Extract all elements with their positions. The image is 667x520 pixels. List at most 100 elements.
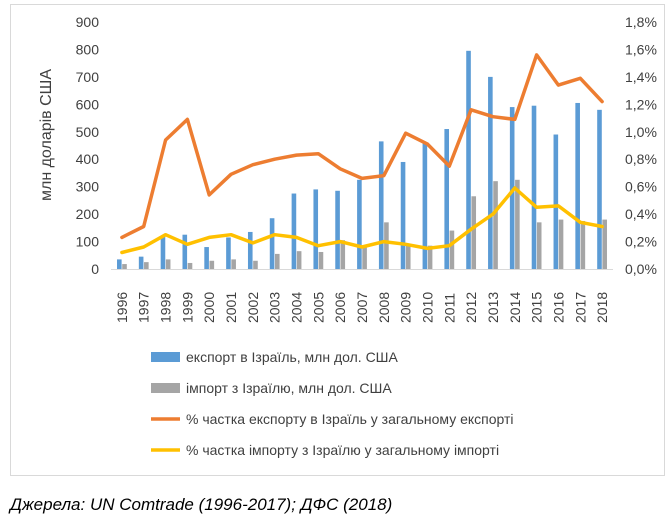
y2-tick-label: 1,0% — [625, 124, 657, 140]
export-bar — [182, 234, 188, 269]
legend-swatch — [151, 352, 180, 362]
y-tick-label: 800 — [76, 41, 100, 57]
x-tick-label: 2000 — [201, 292, 217, 323]
import-bar — [471, 196, 477, 269]
x-tick-label: 1999 — [179, 292, 195, 323]
export-bar — [117, 259, 122, 269]
x-tick-label: 2003 — [267, 292, 283, 323]
import-bar — [122, 264, 127, 269]
x-tick-label: 2017 — [572, 292, 588, 323]
import-bar — [340, 240, 346, 269]
y-axis-title: млн доларів США — [38, 69, 55, 201]
export-bar — [378, 141, 384, 269]
x-tick-label: 2015 — [529, 292, 545, 323]
y-tick-label: 400 — [76, 151, 100, 167]
import-bar — [165, 259, 171, 269]
y-tick-label: 200 — [76, 206, 100, 222]
import-bar — [144, 262, 149, 269]
export-bar — [226, 237, 231, 269]
import-share-line — [120, 186, 604, 255]
x-tick-label: 2016 — [550, 292, 566, 323]
x-tick-label: 2014 — [507, 292, 523, 323]
chart-svg: 0 100 200 300 400 500 600 700 800 900 0,0% 0,2% 0,4%… — [38, 14, 657, 458]
x-tick-label: 1996 — [114, 292, 130, 323]
export-bar — [553, 134, 559, 269]
import-bar — [274, 253, 280, 269]
import-bar — [449, 230, 455, 269]
y2-tick-label: 0,0% — [625, 261, 657, 277]
export-bars-group — [117, 50, 602, 269]
x-tick-label: 2004 — [289, 292, 305, 323]
x-tick-label: 2010 — [419, 292, 435, 323]
y-tick-label: 600 — [76, 96, 100, 112]
import-bar — [580, 220, 586, 269]
y-tick-label: 0 — [91, 261, 99, 277]
x-tick-label: 2001 — [223, 292, 239, 323]
import-bar — [515, 179, 520, 269]
x-tick-label: 2013 — [485, 292, 501, 323]
import-bar — [318, 251, 324, 269]
export-bar — [400, 161, 406, 269]
y-tick-label: 300 — [76, 179, 100, 195]
x-tick-label: 2005 — [310, 292, 326, 323]
export-bar — [422, 142, 428, 269]
x-tick-label: 2018 — [594, 292, 610, 323]
import-bar — [536, 222, 542, 269]
import-bar — [384, 222, 389, 269]
x-tick-label: 2007 — [354, 292, 370, 323]
y-tick-label: 900 — [76, 14, 100, 30]
legend-label: % частка імпорту з Ізраїлю у загальному … — [186, 442, 499, 458]
export-bar — [488, 76, 493, 269]
legend-swatch — [151, 383, 180, 393]
export-bar — [291, 193, 297, 269]
legend: експорт в Ізраїль, млн дол. США імпорт з … — [151, 349, 514, 458]
source-note: Джерела: UN Comtrade (1996-2017); ДФС (2… — [10, 495, 393, 514]
export-bar — [466, 50, 471, 269]
x-tick-label: 1997 — [136, 292, 152, 323]
lines-group — [120, 53, 604, 255]
y2-tick-label: 1,2% — [625, 96, 657, 112]
y-tick-label: 100 — [76, 234, 100, 250]
y2-tick-label: 0,4% — [625, 206, 657, 222]
y2-tick-label: 1,4% — [625, 69, 657, 85]
export-bar — [335, 190, 340, 269]
import-bar — [296, 251, 302, 269]
x-tick-label: 2009 — [398, 292, 414, 323]
export-bar — [575, 102, 580, 269]
export-bar — [313, 189, 319, 269]
import-bar — [231, 259, 236, 269]
export-bar — [138, 256, 144, 269]
y2-tick-label: 1,8% — [625, 14, 657, 30]
export-bar — [509, 107, 515, 269]
export-bar — [160, 236, 166, 269]
x-tick-label: 2008 — [376, 292, 392, 323]
import-bars-group — [122, 179, 607, 269]
y2-tick-label: 0,6% — [625, 179, 657, 195]
legend-label: % частка експорту в Ізраїль у загальному… — [186, 411, 514, 427]
y-tick-label: 500 — [76, 124, 100, 140]
export-share-line — [120, 53, 604, 240]
y-tick-label: 700 — [76, 69, 100, 85]
export-bar — [531, 105, 537, 269]
export-bar — [247, 231, 253, 269]
import-bar — [602, 219, 607, 269]
export-bar — [444, 129, 450, 269]
legend-label: експорт в Ізраїль, млн дол. США — [186, 349, 399, 365]
x-tick-label: 2012 — [463, 292, 479, 323]
y2-tick-label: 0,2% — [625, 234, 657, 250]
x-tick-label: 2002 — [245, 292, 261, 323]
y2-tick-label: 1,6% — [625, 41, 657, 57]
export-bar — [357, 179, 362, 269]
ticks-group: 0 100 200 300 400 500 600 700 800 900 0,0% 0,2% 0,4%… — [76, 14, 657, 323]
import-bar — [427, 245, 433, 269]
x-tick-label: 1998 — [158, 292, 174, 323]
import-bar — [253, 260, 258, 269]
import-bar — [405, 245, 411, 269]
import-bar — [493, 181, 498, 269]
legend-label: імпорт з Ізраїлю, млн дол. США — [186, 380, 392, 396]
import-bar — [187, 262, 193, 269]
export-bar — [269, 218, 275, 269]
x-tick-label: 2006 — [332, 292, 348, 323]
y2-tick-label: 0,8% — [625, 151, 657, 167]
import-bar — [362, 245, 367, 269]
